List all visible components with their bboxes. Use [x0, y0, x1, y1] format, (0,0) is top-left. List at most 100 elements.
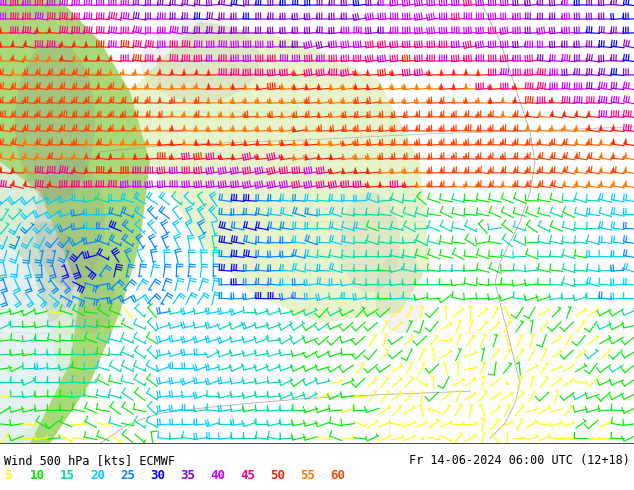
- Polygon shape: [121, 83, 124, 89]
- Polygon shape: [501, 153, 505, 159]
- Polygon shape: [415, 125, 418, 131]
- Polygon shape: [403, 153, 406, 159]
- Polygon shape: [121, 139, 124, 145]
- Polygon shape: [587, 124, 590, 130]
- Polygon shape: [342, 125, 345, 131]
- Polygon shape: [23, 180, 27, 186]
- Polygon shape: [501, 97, 505, 103]
- Polygon shape: [354, 125, 358, 131]
- Polygon shape: [170, 69, 174, 75]
- Polygon shape: [256, 98, 259, 103]
- Polygon shape: [84, 152, 87, 159]
- Polygon shape: [476, 97, 480, 103]
- Polygon shape: [219, 140, 223, 146]
- Polygon shape: [562, 152, 566, 158]
- Polygon shape: [391, 125, 394, 131]
- Polygon shape: [195, 83, 198, 89]
- Polygon shape: [464, 69, 468, 75]
- Text: 5: 5: [4, 469, 11, 482]
- Polygon shape: [109, 111, 112, 117]
- Polygon shape: [72, 55, 75, 61]
- Polygon shape: [317, 83, 321, 89]
- Polygon shape: [415, 167, 418, 173]
- Polygon shape: [219, 153, 223, 160]
- Polygon shape: [23, 69, 27, 75]
- Polygon shape: [256, 84, 259, 90]
- Text: 20: 20: [90, 469, 105, 482]
- Polygon shape: [256, 153, 259, 160]
- Polygon shape: [464, 125, 468, 131]
- Polygon shape: [330, 112, 333, 118]
- Polygon shape: [11, 167, 15, 172]
- Polygon shape: [109, 125, 112, 131]
- Polygon shape: [354, 168, 358, 173]
- Polygon shape: [366, 98, 370, 104]
- Polygon shape: [366, 140, 370, 146]
- Polygon shape: [183, 111, 186, 117]
- Polygon shape: [464, 181, 468, 187]
- Polygon shape: [121, 69, 124, 75]
- Polygon shape: [538, 152, 541, 158]
- Polygon shape: [464, 83, 468, 89]
- Polygon shape: [0, 124, 2, 130]
- Polygon shape: [84, 97, 87, 103]
- Polygon shape: [84, 41, 87, 47]
- Polygon shape: [489, 125, 492, 131]
- Polygon shape: [23, 152, 27, 158]
- Polygon shape: [513, 83, 517, 89]
- Polygon shape: [476, 69, 480, 75]
- Polygon shape: [378, 168, 382, 173]
- Polygon shape: [378, 181, 382, 187]
- Polygon shape: [489, 167, 492, 172]
- Polygon shape: [464, 97, 468, 103]
- Polygon shape: [133, 69, 137, 75]
- Polygon shape: [624, 180, 627, 186]
- Polygon shape: [109, 97, 112, 102]
- Polygon shape: [84, 124, 87, 131]
- Polygon shape: [146, 69, 149, 74]
- Polygon shape: [0, 139, 2, 145]
- Polygon shape: [84, 111, 87, 117]
- Polygon shape: [130, 21, 430, 323]
- Polygon shape: [342, 153, 345, 160]
- Polygon shape: [96, 152, 100, 158]
- Polygon shape: [84, 55, 87, 61]
- Ellipse shape: [140, 21, 260, 101]
- Ellipse shape: [375, 252, 425, 333]
- Polygon shape: [489, 139, 492, 145]
- Polygon shape: [11, 41, 15, 47]
- Polygon shape: [36, 111, 39, 117]
- Polygon shape: [11, 152, 15, 158]
- Polygon shape: [391, 153, 394, 159]
- Polygon shape: [207, 98, 210, 103]
- Polygon shape: [464, 153, 468, 159]
- Polygon shape: [378, 98, 382, 103]
- Polygon shape: [243, 140, 247, 146]
- Polygon shape: [501, 124, 505, 131]
- Polygon shape: [268, 111, 271, 118]
- Polygon shape: [72, 139, 75, 145]
- Polygon shape: [305, 111, 308, 118]
- Polygon shape: [452, 125, 455, 131]
- Polygon shape: [158, 125, 161, 131]
- Polygon shape: [36, 54, 39, 60]
- Polygon shape: [611, 152, 615, 159]
- Polygon shape: [84, 83, 87, 89]
- Polygon shape: [109, 55, 112, 61]
- Polygon shape: [587, 152, 590, 158]
- Polygon shape: [96, 69, 100, 75]
- Polygon shape: [550, 125, 553, 131]
- Polygon shape: [0, 27, 2, 33]
- Polygon shape: [84, 69, 87, 75]
- Polygon shape: [195, 111, 198, 117]
- Polygon shape: [354, 83, 358, 89]
- Polygon shape: [550, 139, 553, 145]
- Polygon shape: [513, 97, 517, 103]
- Polygon shape: [538, 125, 541, 131]
- Polygon shape: [476, 111, 480, 117]
- Polygon shape: [330, 98, 333, 103]
- Polygon shape: [158, 97, 161, 103]
- Polygon shape: [48, 139, 51, 145]
- Polygon shape: [207, 125, 210, 132]
- Polygon shape: [96, 97, 100, 103]
